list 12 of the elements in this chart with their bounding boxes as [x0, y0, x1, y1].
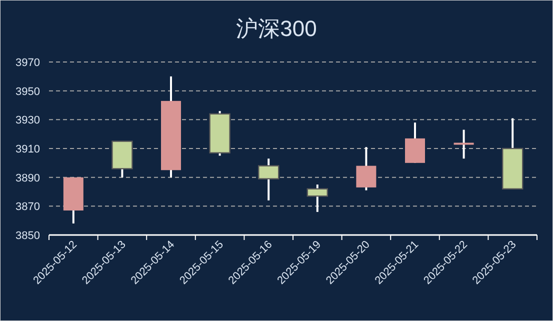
y-tick-label: 3950	[16, 86, 40, 98]
y-tick-label: 3970	[16, 57, 40, 69]
title: 沪深300	[236, 16, 317, 41]
candlestick	[356, 146, 376, 192]
y-tick-label: 3910	[16, 144, 40, 156]
y-tick-label: 3890	[16, 172, 40, 184]
candlestick	[454, 128, 474, 160]
y-tick-label: 3850	[16, 230, 40, 242]
y-tick-label: 3930	[16, 114, 40, 127]
candlestick	[306, 184, 328, 213]
y-tick-label: 3870	[16, 201, 40, 214]
candlestick	[258, 158, 280, 202]
